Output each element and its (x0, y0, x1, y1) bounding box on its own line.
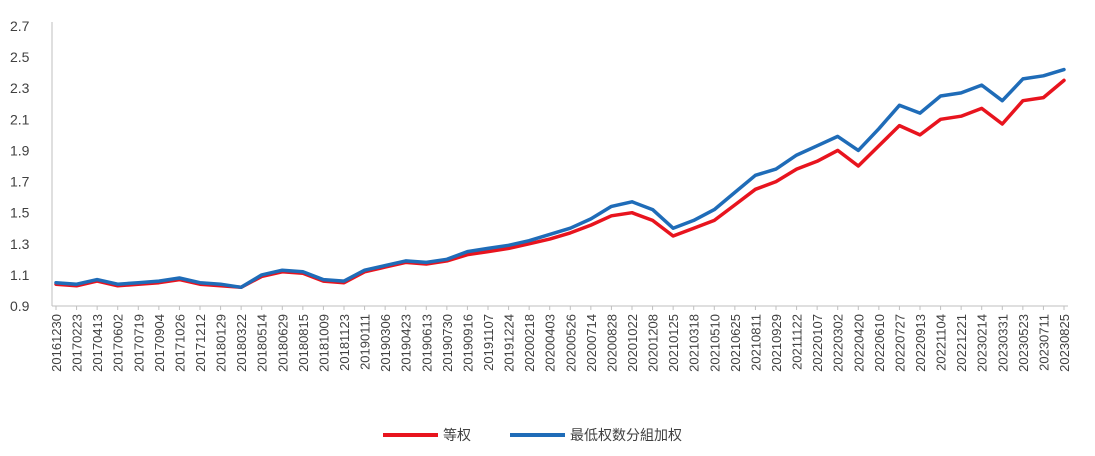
x-tick-label: 20180514 (255, 314, 270, 372)
legend: 等权 最低权数分組加权 (383, 427, 682, 443)
x-tick-label: 20171212 (193, 314, 208, 372)
x-tick-label: 20221104 (934, 314, 949, 371)
x-tick-label: 20220302 (831, 314, 846, 372)
series-layer (54, 67, 1066, 290)
x-tick-label: 20220727 (892, 314, 907, 372)
x-tick-label: 20210125 (666, 314, 681, 372)
y-tick-label: 2.7 (10, 18, 30, 34)
x-tick-label: 20161230 (49, 314, 64, 372)
legend-label-1: 最低权数分組加权 (570, 427, 682, 443)
x-tick-label: 20200828 (604, 314, 619, 372)
x-tick-label: 20230825 (1057, 314, 1072, 372)
x-tick-label: 20191224 (502, 314, 517, 372)
x-tick-label: 20170719 (131, 314, 146, 372)
x-tick-label: 20201208 (646, 314, 661, 372)
x-tick-label: 20210318 (687, 314, 702, 372)
y-tick-label: 1.9 (10, 142, 30, 158)
x-tick-label: 20190730 (440, 314, 455, 372)
x-tick-label: 20170904 (152, 314, 167, 372)
y-tick-label: 0.9 (10, 298, 30, 314)
y-tick-label: 2.5 (10, 49, 30, 65)
y-tick-label: 2.1 (10, 111, 30, 127)
x-tick-label: 20180815 (296, 314, 311, 372)
x-tick-label: 20221221 (954, 314, 969, 372)
x-tick-label: 20230523 (1016, 314, 1031, 372)
x-tick-label: 20211122 (790, 314, 805, 370)
x-tick-label: 20191107 (481, 314, 496, 371)
legend-label-0: 等权 (443, 427, 471, 443)
x-tick-label: 20230711 (1036, 314, 1051, 371)
y-tick-label: 1.1 (10, 267, 30, 283)
y-axis: 0.9 1.1 1.3 1.5 1.7 1.9 2.1 2.3 2.5 2.7 (10, 18, 53, 314)
x-tick-label: 20220913 (913, 314, 928, 372)
x-tick-label: 20180129 (214, 314, 229, 372)
x-tick-label: 20190916 (460, 314, 475, 372)
x-tick-label: 20210929 (769, 314, 784, 372)
x-tick-label: 20170223 (70, 314, 85, 372)
x-tick-label: 20220107 (810, 314, 825, 372)
x-tick-label: 20200403 (543, 314, 558, 372)
x-tick-label: 20220610 (872, 314, 887, 372)
x-tick-label: 20201022 (625, 314, 640, 372)
x-tick-label: 20181123 (337, 314, 352, 371)
x-axis: 20161230 20170223 20170413 20170602 20170719… (49, 305, 1072, 372)
x-tick-label: 20210811 (748, 314, 763, 371)
x-tick-label: 20200218 (522, 314, 537, 372)
x-tick-label: 20230331 (995, 314, 1010, 372)
x-tick-label: 20170413 (90, 314, 105, 372)
x-tick-label: 20180322 (234, 314, 249, 372)
x-tick-label: 20171026 (172, 314, 187, 372)
x-tick-label: 20190111 (358, 314, 373, 370)
x-tick-label: 20180629 (275, 314, 290, 372)
x-tick-label: 20170602 (111, 314, 126, 372)
x-tick-label: 20200526 (563, 314, 578, 372)
y-tick-label: 2.3 (10, 80, 30, 96)
x-tick-label: 20230214 (975, 314, 990, 372)
series-line-1 (54, 67, 1066, 290)
y-tick-label: 1.3 (10, 236, 30, 252)
x-tick-label: 20190613 (419, 314, 434, 372)
x-tick-label: 20210510 (707, 314, 722, 372)
x-tick-label: 20190306 (378, 314, 393, 372)
x-tick-label: 20181009 (316, 314, 331, 372)
x-tick-label: 20220420 (851, 314, 866, 372)
y-tick-label: 1.5 (10, 205, 30, 221)
x-tick-label: 20210625 (728, 314, 743, 372)
x-tick-label: 20190423 (399, 314, 414, 372)
y-tick-label: 1.7 (10, 174, 30, 190)
x-tick-label: 20200714 (584, 314, 599, 372)
